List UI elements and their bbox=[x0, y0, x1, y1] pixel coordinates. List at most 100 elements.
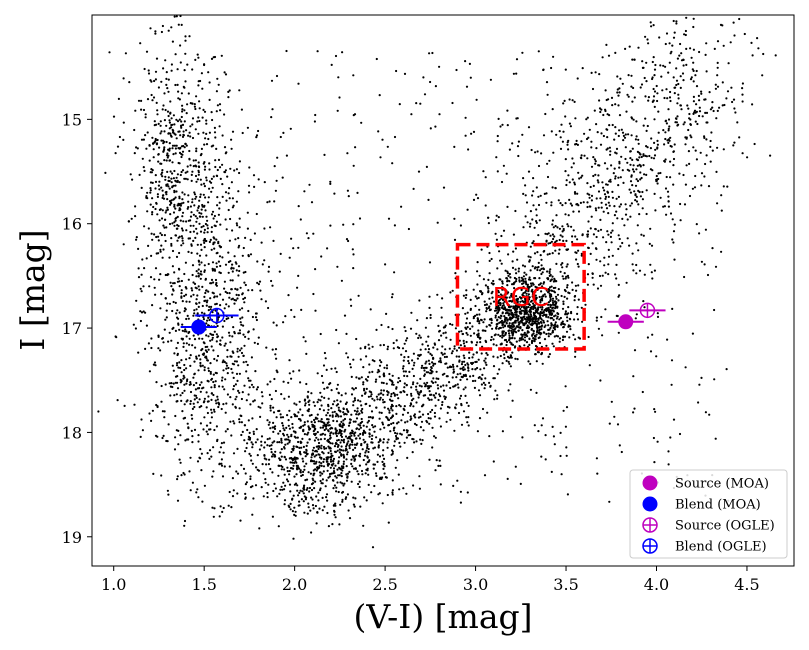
field-star bbox=[580, 157, 583, 160]
field-star bbox=[183, 330, 186, 333]
field-star bbox=[208, 168, 211, 171]
field-star bbox=[635, 263, 638, 267]
field-star bbox=[535, 333, 538, 336]
field-star bbox=[147, 244, 150, 247]
field-star bbox=[515, 340, 518, 343]
field-star bbox=[169, 213, 172, 216]
field-star bbox=[327, 397, 330, 400]
field-star bbox=[114, 335, 117, 338]
field-star bbox=[505, 343, 508, 347]
field-star bbox=[393, 224, 396, 227]
field-star bbox=[540, 321, 543, 324]
field-star bbox=[435, 370, 438, 373]
field-star bbox=[564, 310, 568, 313]
field-star bbox=[313, 455, 316, 458]
field-star bbox=[229, 279, 232, 282]
field-star bbox=[179, 44, 182, 47]
field-star bbox=[169, 100, 172, 103]
field-star bbox=[438, 113, 441, 116]
field-star bbox=[297, 205, 300, 208]
field-star bbox=[215, 174, 218, 177]
field-star bbox=[341, 490, 345, 494]
field-star bbox=[136, 147, 139, 150]
field-star bbox=[204, 137, 207, 140]
field-star bbox=[403, 386, 406, 389]
field-star bbox=[458, 330, 461, 333]
field-star bbox=[203, 264, 206, 267]
field-star bbox=[613, 205, 616, 208]
field-star bbox=[350, 480, 353, 483]
field-star bbox=[667, 127, 670, 130]
field-star bbox=[493, 334, 496, 337]
field-star bbox=[611, 104, 614, 107]
field-star bbox=[542, 310, 545, 313]
field-star bbox=[157, 86, 160, 89]
field-star bbox=[392, 341, 395, 345]
field-star bbox=[202, 386, 205, 389]
field-star bbox=[167, 78, 170, 81]
field-star bbox=[174, 184, 177, 187]
field-star bbox=[209, 238, 212, 241]
field-star bbox=[264, 478, 267, 481]
field-star bbox=[432, 362, 435, 365]
field-star bbox=[232, 326, 235, 329]
field-star bbox=[656, 182, 659, 185]
field-star bbox=[451, 376, 454, 379]
field-star bbox=[387, 423, 391, 427]
field-star bbox=[453, 347, 456, 350]
field-star bbox=[152, 205, 155, 209]
field-star bbox=[456, 373, 459, 376]
field-star bbox=[653, 154, 657, 157]
field-star bbox=[370, 393, 373, 396]
field-star bbox=[408, 370, 411, 373]
field-star bbox=[202, 316, 205, 319]
field-star bbox=[212, 349, 215, 352]
field-star bbox=[532, 337, 535, 340]
field-star bbox=[533, 252, 537, 255]
field-star bbox=[382, 343, 385, 347]
field-star bbox=[171, 147, 174, 150]
field-star bbox=[462, 342, 466, 345]
field-star bbox=[480, 319, 483, 322]
field-star bbox=[621, 131, 625, 134]
field-star bbox=[513, 301, 516, 304]
field-star bbox=[524, 194, 527, 197]
field-star bbox=[230, 316, 233, 319]
field-star bbox=[386, 348, 389, 351]
field-star bbox=[419, 415, 422, 418]
field-star bbox=[426, 381, 429, 384]
field-star bbox=[692, 100, 696, 103]
field-star bbox=[669, 90, 672, 94]
field-star bbox=[185, 144, 188, 147]
field-star bbox=[590, 194, 594, 197]
field-star bbox=[189, 215, 193, 218]
field-star bbox=[367, 395, 370, 398]
field-star bbox=[444, 348, 447, 351]
field-star bbox=[319, 391, 322, 394]
field-star bbox=[326, 460, 329, 463]
field-star bbox=[191, 170, 194, 173]
field-star bbox=[211, 336, 214, 339]
field-star bbox=[195, 308, 198, 311]
field-star bbox=[159, 250, 162, 253]
field-star bbox=[522, 275, 526, 278]
field-star bbox=[629, 163, 632, 166]
field-star bbox=[530, 282, 533, 285]
field-star bbox=[216, 295, 219, 298]
field-star bbox=[138, 173, 141, 176]
field-star bbox=[287, 424, 290, 427]
field-star bbox=[439, 357, 442, 360]
field-star bbox=[467, 404, 470, 407]
field-star bbox=[599, 260, 602, 263]
field-star bbox=[280, 437, 283, 440]
field-star bbox=[288, 256, 291, 259]
field-star bbox=[732, 144, 735, 147]
field-star bbox=[594, 162, 597, 165]
field-star bbox=[147, 72, 151, 75]
field-star bbox=[540, 267, 543, 270]
field-star bbox=[239, 317, 242, 320]
field-star bbox=[698, 110, 702, 113]
field-star bbox=[597, 174, 600, 177]
field-star bbox=[495, 309, 498, 312]
field-star bbox=[197, 56, 200, 59]
